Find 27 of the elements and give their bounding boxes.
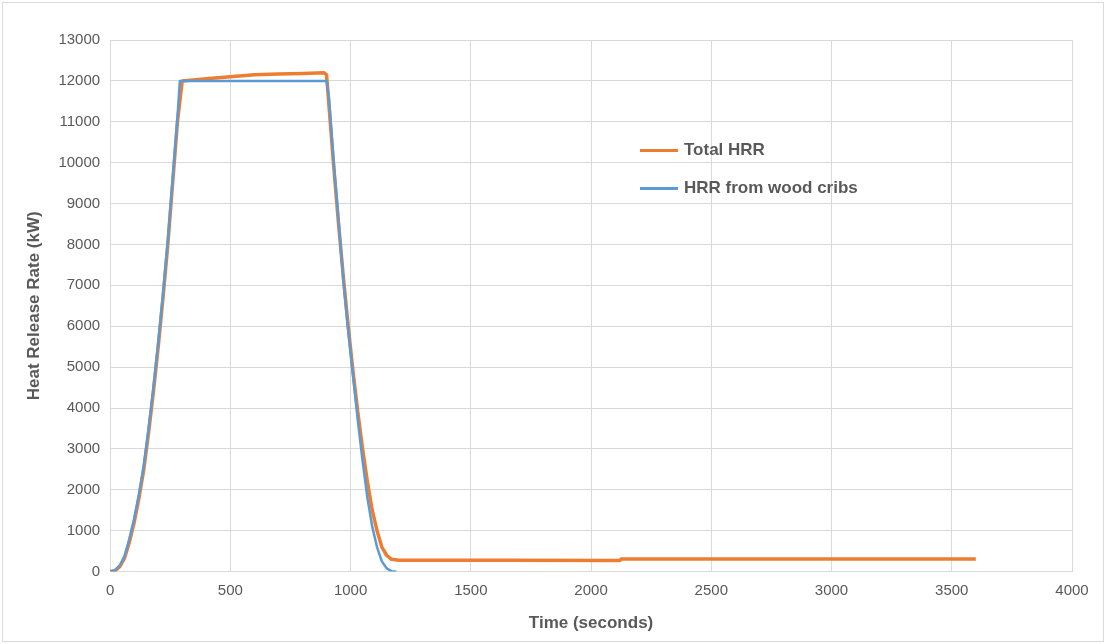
legend-label: HRR from wood cribs: [684, 178, 858, 198]
x-axis-title: Time (seconds): [528, 613, 654, 633]
y-axis-title: Heat Release Rate (kW): [23, 211, 43, 401]
y-tick-label: 12000: [58, 71, 101, 89]
x-tick-label: 2500: [694, 580, 728, 598]
y-tick-label: 8000: [66, 234, 101, 252]
x-tick-label: 0: [105, 580, 115, 598]
x-tick-label: 500: [217, 580, 243, 598]
y-tick-label: 7000: [66, 275, 101, 293]
y-tick-label: 3000: [66, 439, 101, 457]
x-tick-label: 4000: [1055, 580, 1089, 598]
y-tick-label: 6000: [66, 316, 101, 334]
y-tick-label: 2000: [66, 479, 101, 497]
y-tick-label: 10000: [58, 152, 101, 170]
x-tick-label: 1500: [454, 580, 488, 598]
y-tick-label: 11000: [59, 111, 101, 129]
x-tick-label: 3500: [935, 580, 969, 598]
x-tick-label: 1000: [333, 580, 368, 598]
y-tick-label: 9000: [66, 193, 101, 211]
legend-label: Total HRR: [684, 140, 765, 160]
y-tick-label: 13000: [58, 30, 101, 48]
x-tick-label: 2000: [574, 580, 608, 598]
y-tick-label: 4000: [66, 398, 101, 416]
y-tick-label: 1000: [66, 520, 101, 538]
y-tick-label: 5000: [66, 357, 101, 375]
x-tick-label: 3000: [814, 580, 849, 598]
y-tick-label: 0: [91, 561, 101, 579]
